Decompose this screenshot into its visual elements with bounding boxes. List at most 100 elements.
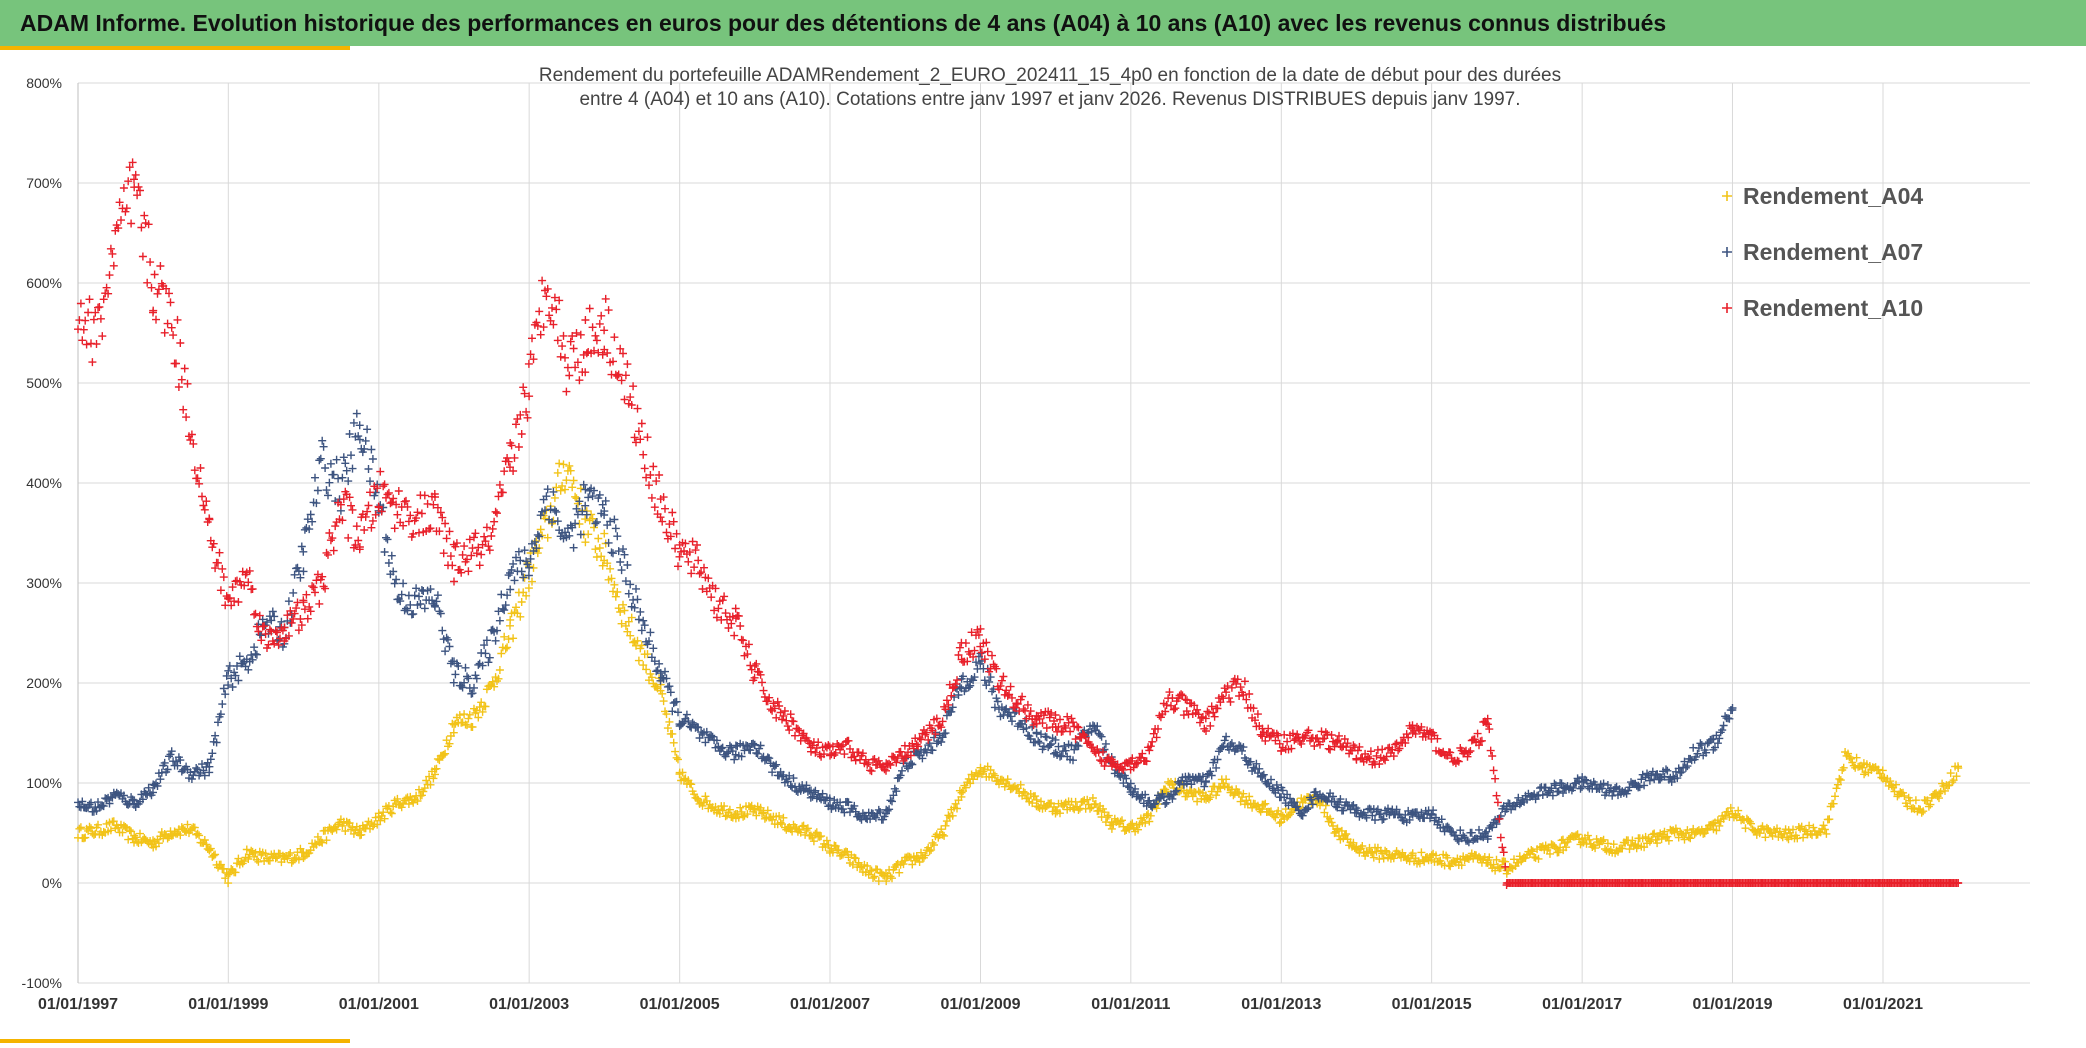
data-point — [632, 438, 640, 447]
data-point — [1657, 835, 1666, 844]
data-point — [671, 747, 680, 756]
data-point — [294, 626, 303, 635]
data-point — [1154, 724, 1162, 733]
data-point — [866, 766, 875, 775]
data-point — [613, 532, 622, 541]
data-point — [623, 360, 632, 369]
data-point — [661, 667, 669, 676]
data-point — [1035, 738, 1044, 747]
x-tick-label: 01/01/2001 — [339, 996, 419, 1013]
data-point — [114, 224, 123, 233]
data-point — [1185, 786, 1194, 795]
data-point — [1534, 854, 1543, 863]
data-point — [985, 677, 994, 686]
data-point — [177, 375, 186, 384]
data-point — [995, 685, 1003, 694]
data-point — [296, 573, 305, 582]
data-point — [498, 488, 507, 497]
data-point — [96, 314, 105, 323]
data-point — [273, 628, 282, 637]
data-point — [671, 544, 680, 553]
data-point — [687, 569, 696, 578]
data-point — [658, 517, 667, 526]
data-point — [768, 768, 777, 777]
data-point — [799, 821, 808, 830]
data-point — [1395, 744, 1404, 753]
data-point — [620, 606, 629, 615]
data-point — [575, 497, 584, 506]
data-point — [1069, 756, 1077, 765]
data-point — [200, 836, 209, 844]
data-point — [930, 841, 938, 849]
data-point — [426, 524, 435, 533]
data-point — [503, 643, 512, 652]
data-point — [809, 788, 818, 797]
data-point — [519, 383, 528, 392]
data-point — [607, 574, 616, 583]
data-point — [1369, 853, 1378, 862]
data-point — [454, 662, 463, 670]
data-point — [410, 591, 419, 600]
data-point — [1936, 787, 1945, 796]
data-point — [1352, 755, 1361, 764]
data-point — [600, 529, 609, 538]
data-point — [119, 184, 128, 192]
data-point — [1138, 749, 1147, 758]
data-point — [1162, 798, 1171, 807]
data-point — [882, 877, 891, 886]
data-point — [555, 296, 564, 305]
data-point — [339, 453, 348, 462]
data-point — [324, 550, 332, 559]
data-point — [601, 294, 610, 303]
data-point — [1100, 762, 1109, 770]
data-point — [166, 298, 175, 307]
data-point — [233, 662, 241, 670]
data-point — [348, 505, 357, 514]
data-point — [889, 791, 898, 800]
data-point — [1096, 731, 1105, 739]
data-point — [402, 604, 410, 613]
data-point — [153, 289, 162, 298]
scatter-chart: -100%0%100%200%300%400%500%600%700%800%0… — [22, 65, 2030, 1013]
data-point — [808, 792, 817, 801]
data-point — [1293, 802, 1302, 811]
data-point — [1088, 743, 1097, 752]
data-point — [179, 405, 188, 414]
data-point — [1946, 769, 1955, 778]
data-point — [224, 666, 233, 675]
data-point — [850, 801, 859, 810]
data-point — [1051, 806, 1060, 815]
data-point — [752, 749, 761, 757]
data-point — [617, 376, 626, 385]
data-point — [122, 204, 131, 213]
data-point — [617, 619, 626, 628]
data-point — [89, 315, 98, 324]
data-point — [711, 584, 720, 593]
data-point — [109, 817, 118, 826]
data-point — [1227, 683, 1236, 692]
data-point — [1222, 688, 1231, 697]
data-point — [156, 775, 165, 784]
data-point — [863, 760, 872, 769]
data-point — [311, 588, 319, 597]
data-point — [969, 652, 978, 661]
data-point — [402, 496, 410, 505]
data-point — [1094, 806, 1103, 815]
data-point — [556, 352, 565, 361]
data-point — [1066, 727, 1075, 736]
data-point — [458, 683, 467, 692]
data-point — [1307, 795, 1316, 804]
data-point — [225, 661, 234, 670]
data-point — [1340, 735, 1349, 743]
data-point — [1456, 826, 1465, 835]
data-point — [609, 549, 617, 558]
data-point — [1037, 730, 1045, 739]
data-point — [322, 836, 331, 845]
data-point — [105, 271, 114, 280]
data-point — [286, 606, 295, 615]
data-point — [858, 749, 867, 758]
data-point — [750, 740, 759, 749]
data-point — [918, 754, 927, 763]
data-point — [76, 823, 85, 832]
x-tick-label: 01/01/1997 — [38, 996, 118, 1013]
